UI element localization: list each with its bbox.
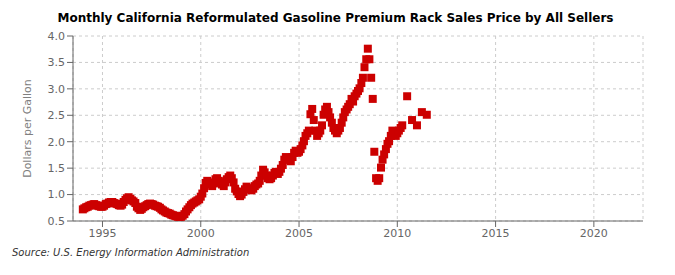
svg-text:2000: 2000 [187, 227, 215, 240]
svg-text:1.5: 1.5 [48, 162, 66, 175]
html-text:Monthly California Reformulate: Monthly California Reformulated Gasoline… [57, 11, 614, 25]
svg-text:3.0: 3.0 [48, 83, 66, 96]
svg-text:4.0: 4.0 [48, 30, 66, 43]
svg-text:2005: 2005 [285, 227, 313, 240]
svg-text:1995: 1995 [88, 227, 116, 240]
svg-text:0.5: 0.5 [48, 215, 66, 228]
svg-text:Dollars per Gallon: Dollars per Gallon [21, 79, 34, 178]
svg-text:2010: 2010 [383, 227, 411, 240]
svg-text:2020: 2020 [580, 227, 608, 240]
html-text:Source: U.S. Energy Informatio: Source: U.S. Energy Information Administ… [12, 247, 250, 258]
svg-text:2.5: 2.5 [48, 109, 66, 122]
svg-text:3.5: 3.5 [48, 56, 66, 69]
svg-text:2.0: 2.0 [48, 136, 66, 149]
svg-text:1.0: 1.0 [48, 188, 66, 201]
svg-text:2015: 2015 [482, 227, 510, 240]
